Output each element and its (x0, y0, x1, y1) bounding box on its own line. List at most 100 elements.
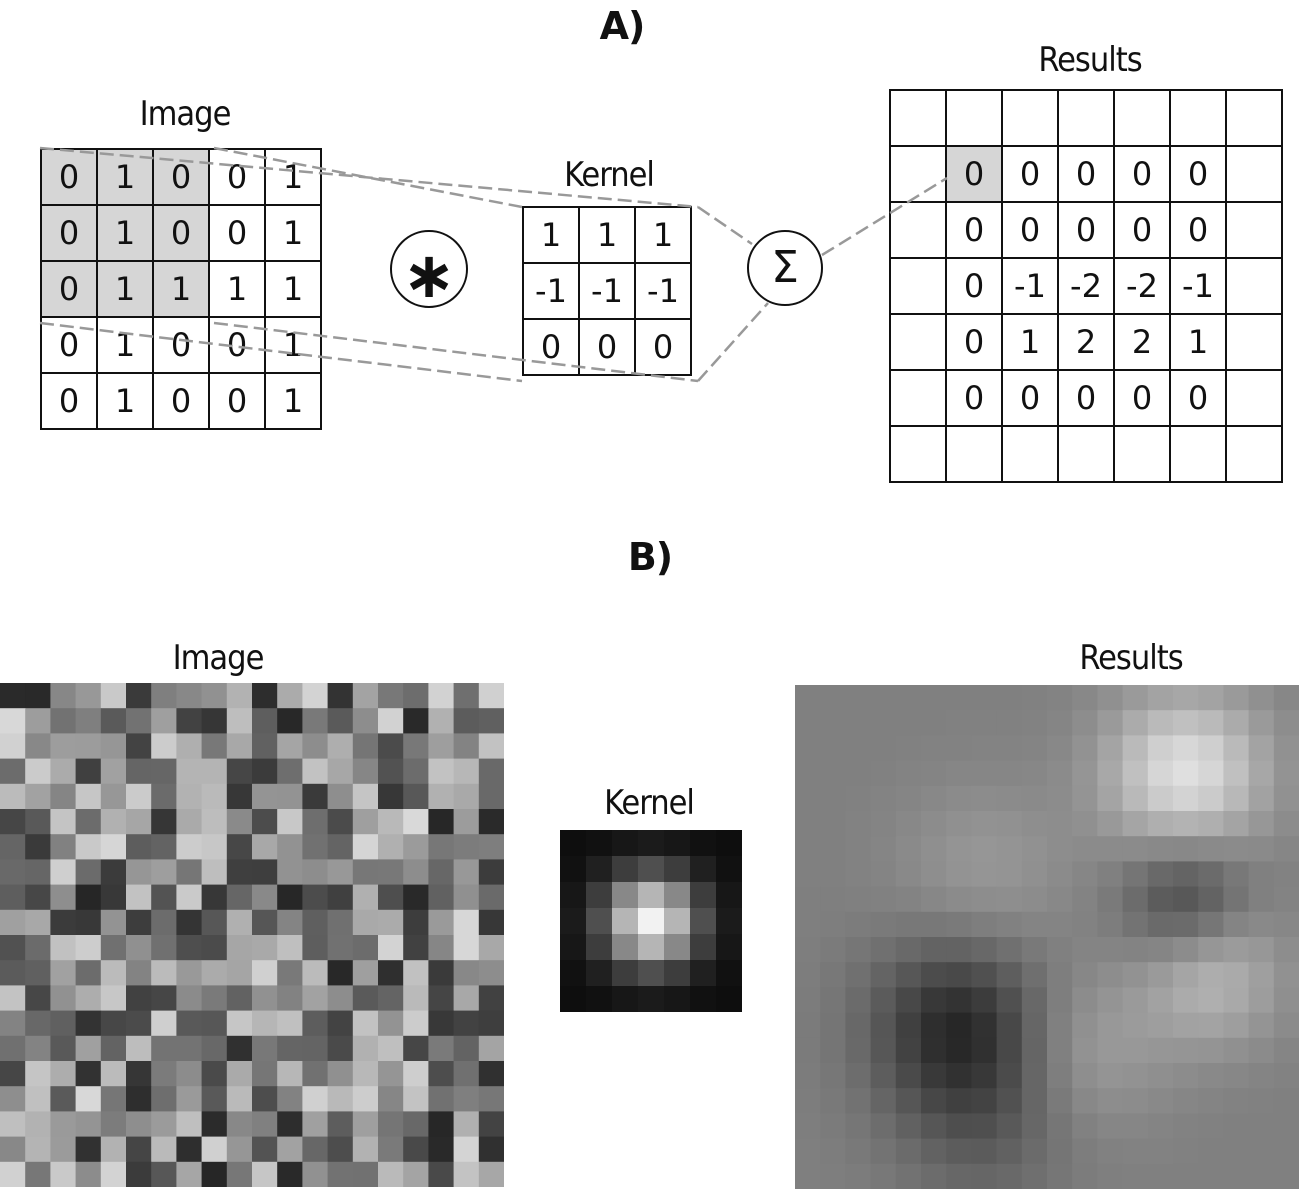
result-pixel (971, 1063, 998, 1089)
noise-pixel (252, 1061, 278, 1087)
noise-pixel (151, 683, 177, 709)
noise-pixel (100, 1161, 127, 1187)
image-cell: 0 (40, 316, 98, 374)
noise-pixel (302, 935, 329, 961)
noise-pixel (126, 834, 152, 860)
result-pixel (1223, 987, 1250, 1014)
noise-pixel (176, 809, 203, 835)
result-pixel (1173, 1113, 1199, 1140)
noise-pixel (252, 985, 278, 1012)
noise-pixel (226, 1161, 253, 1187)
result-pixel (946, 987, 972, 1014)
results-cell: 0 (1001, 369, 1059, 427)
noise-pixel (428, 733, 455, 760)
image-cell: 0 (152, 204, 210, 262)
results-cell (1113, 89, 1171, 147)
result-pixel (996, 785, 1023, 812)
result-pixel (1147, 785, 1174, 812)
noise-pixel (50, 809, 77, 835)
noise-pixel (403, 1086, 429, 1112)
result-pixel (996, 1088, 1023, 1114)
noise-pixel (352, 783, 379, 810)
noise-pixel (126, 1136, 152, 1163)
result-pixel (1122, 760, 1149, 787)
result-pixel (1097, 962, 1124, 988)
noise-pixel (75, 708, 102, 734)
convolution-operator-icon: ∗ (390, 230, 468, 308)
result-pixel (971, 836, 998, 862)
kernel-pixel (638, 986, 665, 1012)
noise-pixel (277, 1161, 303, 1187)
results-cell: 0 (945, 145, 1003, 203)
result-pixel (1198, 1163, 1224, 1189)
result-pixel (1147, 1138, 1174, 1165)
noise-pixel (226, 683, 253, 709)
noise-pixel (302, 1111, 329, 1138)
noise-pixel (277, 1010, 303, 1037)
noise-pixel (378, 758, 404, 785)
noise-pixel (302, 1161, 329, 1187)
result-pixel (845, 785, 872, 812)
noise-pixel (327, 859, 354, 886)
result-pixel (895, 760, 922, 787)
result-pixel (1198, 811, 1224, 837)
result-pixel (1047, 811, 1073, 837)
result-pixel (1223, 760, 1250, 787)
result-pixel (1021, 886, 1048, 913)
noise-pixel (403, 1035, 429, 1062)
noise-pixel (176, 909, 203, 936)
kernel-pixel (612, 882, 639, 909)
result-pixel (820, 685, 846, 711)
result-pixel (795, 937, 821, 963)
noise-pixel (327, 1161, 354, 1187)
result-pixel (820, 760, 846, 787)
noise-pixel (378, 708, 404, 734)
result-pixel (1147, 987, 1174, 1014)
result-pixel (1173, 836, 1199, 862)
noise-pixel (327, 733, 354, 760)
noise-pixel (176, 758, 203, 785)
results-cell (889, 425, 947, 483)
result-pixel (795, 811, 821, 837)
noise-pixel (75, 834, 102, 860)
noise-pixel (453, 909, 480, 936)
results-cell: 0 (945, 257, 1003, 315)
result-pixel (1097, 861, 1124, 888)
section-a-title: A) (599, 4, 646, 48)
noise-pixel (0, 909, 26, 936)
result-pixel (1173, 861, 1199, 888)
result-pixel (870, 1063, 897, 1089)
noise-pixel (252, 1136, 278, 1163)
result-pixel (921, 735, 947, 762)
kernel-pixel (560, 960, 587, 987)
noise-pixel (201, 758, 228, 785)
noise-pixel (0, 708, 26, 734)
result-pixel (1273, 1088, 1299, 1114)
kernel-pixel (612, 908, 639, 935)
noise-pixel (302, 708, 329, 734)
result-pixel (1122, 987, 1149, 1014)
noise-pixel (378, 1010, 404, 1037)
result-pixel (1198, 1088, 1224, 1114)
noise-pixel (126, 809, 152, 835)
result-pixel (1248, 1037, 1275, 1064)
results-cell (945, 425, 1003, 483)
result-pixel (1122, 685, 1149, 711)
kernel-pixel (638, 934, 665, 961)
noise-pixel (478, 733, 504, 760)
noise-pixel (302, 960, 329, 986)
noise-pixel (277, 909, 303, 936)
result-pixel (795, 1138, 821, 1165)
noise-pixel (478, 985, 504, 1012)
noise-pixel (25, 783, 51, 810)
noise-pixel (201, 834, 228, 860)
result-pixel (1147, 710, 1174, 736)
noise-pixel (100, 859, 127, 886)
noise-pixel (378, 1086, 404, 1112)
noise-pixel (126, 960, 152, 986)
result-pixel (1072, 987, 1098, 1014)
noise-pixel (428, 809, 455, 835)
noise-pixel (277, 1035, 303, 1062)
noise-pixel (277, 1136, 303, 1163)
kernel-label-a: Kernel (564, 155, 655, 195)
